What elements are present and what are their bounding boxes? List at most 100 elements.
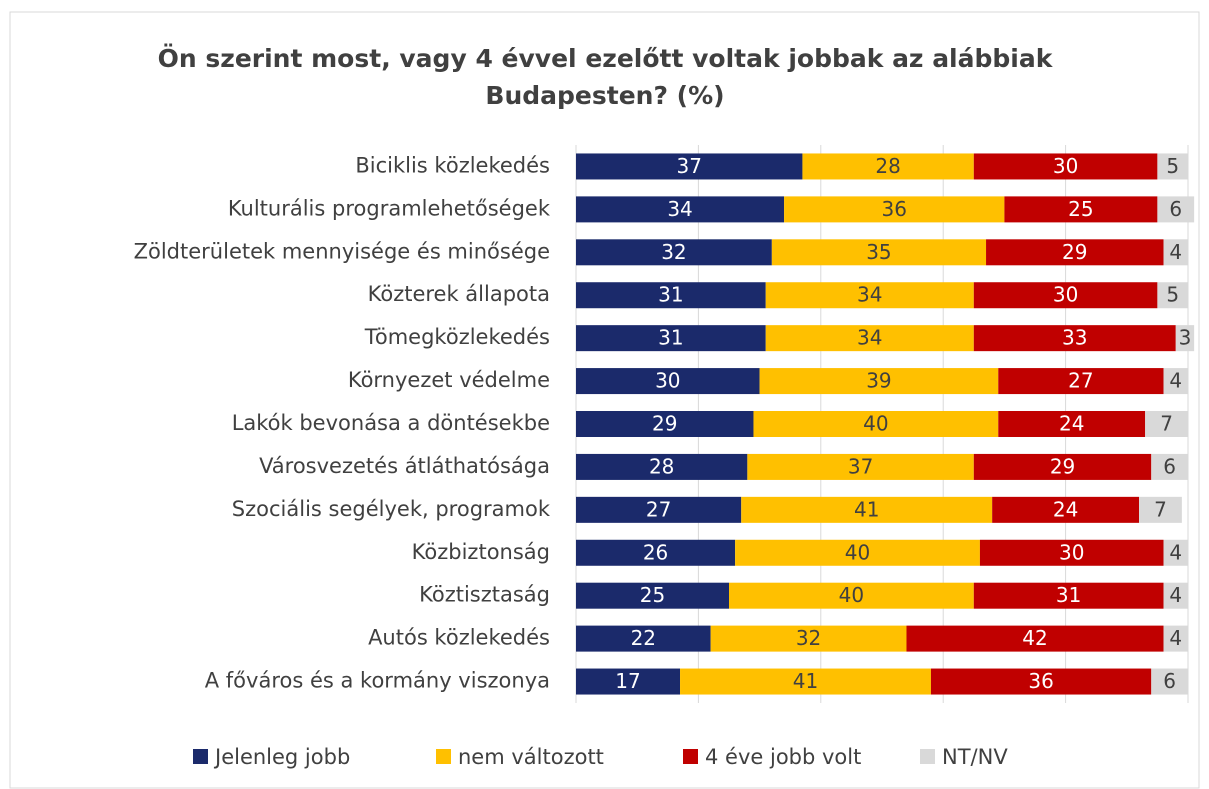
data-label: 34 [857,326,882,350]
data-label: 41 [854,497,879,521]
bar-segment [1157,282,1188,309]
data-label: 29 [652,412,677,436]
data-label: 7 [1154,497,1167,521]
data-label: 6 [1163,454,1176,478]
data-label: 26 [643,540,668,564]
bar-segment [771,239,987,266]
bar-segment [1157,153,1188,180]
y-tick-label: Zöldterületek mennyisége és minősége [134,239,550,263]
data-label: 37 [676,154,701,178]
bar-segment [1004,196,1158,223]
legend-label: 4 éve jobb volt [705,745,861,769]
bar-segment [1163,239,1188,266]
data-label: 30 [1059,540,1084,564]
data-label: 30 [1053,283,1078,307]
bar-segment [1139,496,1182,523]
data-label: 7 [1160,412,1173,436]
data-label: 37 [848,454,873,478]
y-tick-label: Köztisztaság [419,583,550,607]
bar-segment [765,325,974,352]
y-tick-label: Városvezetés átláthatósága [259,454,550,478]
bar-segment [576,582,729,609]
data-label: 4 [1169,240,1182,264]
bar-segment [576,496,742,523]
y-tick-label: Kulturális programlehetőségek [228,196,551,220]
bar-segment [1175,325,1195,352]
bar-segment [576,539,736,566]
bar-segment [765,282,974,309]
data-label: 17 [615,669,640,693]
bar-segment [576,153,803,180]
y-tick-label: Szociális segélyek, programok [232,497,551,521]
chart-title: Budapesten? (%) [485,81,724,110]
data-label: 4 [1169,583,1182,607]
y-tick-label: Autós közlekedés [368,626,550,650]
bar-segment [741,496,993,523]
data-label: 24 [1059,412,1084,436]
bar-segment [1151,453,1188,480]
data-label: 30 [1053,154,1078,178]
bar-segment [753,411,999,437]
data-label: 22 [631,626,656,650]
bar-segment [576,282,766,309]
legend-swatch [920,749,935,764]
legend-swatch [193,749,208,764]
data-label: 36 [1028,669,1053,693]
data-label: 27 [1068,369,1093,393]
data-label: 28 [649,454,674,478]
bar-segment [747,453,974,480]
bar-segment [973,453,1152,480]
bar-segment [784,196,1005,223]
bar-segment [576,239,772,266]
data-label: 34 [667,197,692,221]
data-label: 29 [1050,454,1075,478]
data-label: 3 [1179,326,1192,350]
data-label: 4 [1169,540,1182,564]
data-label: 42 [1022,626,1047,650]
bar-segment [973,325,1176,352]
data-label: 31 [658,283,683,307]
bar-segment [1163,368,1188,395]
bar-segment [973,153,1158,180]
data-label: 24 [1053,497,1078,521]
bar-segment [1145,411,1188,437]
data-label: 6 [1163,669,1176,693]
data-label: 30 [655,369,680,393]
data-label: 31 [658,326,683,350]
bar-segment [576,325,766,352]
bar-segment [735,539,980,566]
bar-segment [576,368,760,395]
y-tick-label: Biciklis közlekedés [355,153,550,177]
data-label: 41 [793,669,818,693]
data-label: 40 [863,412,888,436]
data-label: 34 [857,283,882,307]
bar-segment [759,368,999,395]
bar-segment [576,411,754,437]
data-label: 25 [1068,197,1093,221]
data-label: 35 [866,240,891,264]
bar-segment [576,668,681,695]
bar-segment [680,668,931,695]
y-tick-label: Közbiztonság [412,540,550,564]
bar-segment [576,453,748,480]
data-label: 27 [646,497,671,521]
bar-segment [930,668,1152,695]
legend-swatch [683,749,698,764]
y-tick-label: Tömegközlekedés [364,325,550,349]
data-label: 39 [866,369,891,393]
bar-segment [1157,196,1195,223]
bar-segment [979,539,1164,566]
data-label: 40 [845,540,870,564]
bar-segment [992,496,1140,523]
data-label: 28 [875,154,900,178]
data-label: 5 [1166,283,1179,307]
legend-label: nem változott [458,745,604,769]
legend-swatch [436,749,451,764]
bar-segment [1163,625,1188,652]
y-tick-label: Közterek állapota [368,282,550,306]
data-label: 4 [1169,626,1182,650]
bar-segment [576,625,711,652]
data-label: 36 [882,197,907,221]
data-label: 6 [1169,197,1182,221]
